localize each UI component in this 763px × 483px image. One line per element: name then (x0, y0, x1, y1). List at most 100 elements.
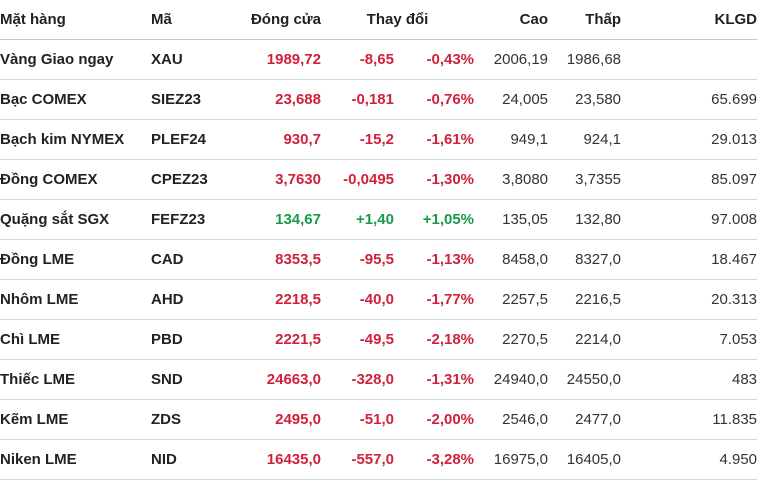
volume-cell: 20.313 (621, 279, 758, 320)
close-price-cell: 24663,0 (231, 359, 321, 400)
table-row: Đồng LME CAD 8353,5 -95,5 -1,13% 8458,0 8327,0… (0, 239, 758, 280)
volume-cell: 4.950 (621, 439, 758, 480)
change-percent-cell: -1,30% (394, 159, 475, 200)
change-value-cell: -328,0 (321, 359, 394, 400)
table-row: Chì LME PBD 2221,5 -49,5 -2,18% 2270,5 2214,0 7… (0, 319, 758, 360)
change-value-cell: +1,40 (321, 199, 394, 240)
table-header-row: Mặt hàng Mã Đóng cửa Thay đổi Cao Thấp K… (0, 0, 758, 40)
low-price-cell: 23,580 (548, 79, 622, 120)
close-price-cell: 2221,5 (231, 319, 321, 360)
commodity-name-cell: Đồng COMEX (0, 159, 151, 200)
low-price-cell: 1986,68 (548, 39, 622, 80)
table-row: Nhôm LME AHD 2218,5 -40,0 -1,77% 2257,5 2216,5… (0, 279, 758, 320)
ticker-code-cell: CPEZ23 (151, 159, 231, 200)
low-price-cell: 8327,0 (548, 239, 622, 280)
high-price-cell: 2006,19 (474, 39, 549, 80)
change-percent-cell: +1,05% (394, 199, 475, 240)
ticker-code-cell: PBD (151, 319, 231, 360)
change-percent-cell: -1,13% (394, 239, 475, 280)
close-price-cell: 2218,5 (231, 279, 321, 320)
table-row: Bạc COMEX SIEZ23 23,688 -0,181 -0,76% 24,005 2… (0, 79, 758, 120)
high-price-cell: 8458,0 (474, 239, 549, 280)
change-percent-cell: -1,31% (394, 359, 475, 400)
close-price-cell: 8353,5 (231, 239, 321, 280)
close-price-cell: 3,7630 (231, 159, 321, 200)
table-row: Thiếc LME SND 24663,0 -328,0 -1,31% 24940,0 24… (0, 359, 758, 400)
change-value-cell: -8,65 (321, 39, 394, 80)
commodity-name-cell: Nhôm LME (0, 279, 151, 320)
change-value-cell: -15,2 (321, 119, 394, 160)
low-price-cell: 132,80 (548, 199, 622, 240)
header-close: Đóng cửa (231, 0, 321, 40)
high-price-cell: 24,005 (474, 79, 549, 120)
ticker-code-cell: AHD (151, 279, 231, 320)
commodity-name-cell: Bạc COMEX (0, 79, 151, 120)
high-price-cell: 24940,0 (474, 359, 549, 400)
low-price-cell: 3,7355 (548, 159, 622, 200)
high-price-cell: 949,1 (474, 119, 549, 160)
close-price-cell: 23,688 (231, 79, 321, 120)
ticker-code-cell: SIEZ23 (151, 79, 231, 120)
change-value-cell: -557,0 (321, 439, 394, 480)
ticker-code-cell: ZDS (151, 399, 231, 440)
change-percent-cell: -2,18% (394, 319, 475, 360)
volume-cell: 97.008 (621, 199, 758, 240)
table-row: Đồng COMEX CPEZ23 3,7630 -0,0495 -1,30% 3,808… (0, 159, 758, 200)
commodity-name-cell: Chì LME (0, 319, 151, 360)
close-price-cell: 16435,0 (231, 439, 321, 480)
high-price-cell: 2257,5 (474, 279, 549, 320)
low-price-cell: 24550,0 (548, 359, 622, 400)
close-price-cell: 930,7 (231, 119, 321, 160)
ticker-code-cell: SND (151, 359, 231, 400)
volume-cell: 29.013 (621, 119, 758, 160)
high-price-cell: 2546,0 (474, 399, 549, 440)
change-percent-cell: -2,00% (394, 399, 475, 440)
volume-cell: 65.699 (621, 79, 758, 120)
table-row: Bạch kim NYMEX PLEF24 930,7 -15,2 -1,61% 949,… (0, 119, 758, 160)
ticker-code-cell: FEFZ23 (151, 199, 231, 240)
low-price-cell: 924,1 (548, 119, 622, 160)
change-value-cell: -95,5 (321, 239, 394, 280)
high-price-cell: 3,8080 (474, 159, 549, 200)
table-row: Vàng Giao ngay XAU 1989,72 -8,65 -0,43% 2006,… (0, 39, 758, 80)
ticker-code-cell: XAU (151, 39, 231, 80)
volume-cell: 483 (621, 359, 758, 400)
header-commodity: Mặt hàng (0, 0, 151, 40)
low-price-cell: 2477,0 (548, 399, 622, 440)
table-row: Quặng sắt SGX FEFZ23 134,67 +1,40 +1,05% 135,… (0, 199, 758, 240)
change-percent-cell: -0,43% (394, 39, 475, 80)
close-price-cell: 134,67 (231, 199, 321, 240)
header-low: Thấp (548, 0, 622, 40)
volume-cell: 7.053 (621, 319, 758, 360)
change-value-cell: -49,5 (321, 319, 394, 360)
change-value-cell: -51,0 (321, 399, 394, 440)
commodity-name-cell: Niken LME (0, 439, 151, 480)
commodity-name-cell: Thiếc LME (0, 359, 151, 400)
ticker-code-cell: CAD (151, 239, 231, 280)
commodity-name-cell: Bạch kim NYMEX (0, 119, 151, 160)
low-price-cell: 2216,5 (548, 279, 622, 320)
volume-cell: 18.467 (621, 239, 758, 280)
change-percent-cell: -3,28% (394, 439, 475, 480)
volume-cell (621, 39, 758, 80)
change-value-cell: -0,0495 (321, 159, 394, 200)
commodity-name-cell: Vàng Giao ngay (0, 39, 151, 80)
header-change: Thay đổi (321, 0, 475, 40)
high-price-cell: 2270,5 (474, 319, 549, 360)
commodity-name-cell: Đồng LME (0, 239, 151, 280)
table-row: Kẽm LME ZDS 2495,0 -51,0 -2,00% 2546,0 2477,0 1… (0, 399, 758, 440)
volume-cell: 85.097 (621, 159, 758, 200)
ticker-code-cell: NID (151, 439, 231, 480)
header-code: Mã (151, 0, 231, 40)
change-percent-cell: -0,76% (394, 79, 475, 120)
change-percent-cell: -1,77% (394, 279, 475, 320)
commodity-name-cell: Kẽm LME (0, 399, 151, 440)
low-price-cell: 16405,0 (548, 439, 622, 480)
low-price-cell: 2214,0 (548, 319, 622, 360)
header-volume: KLGD (621, 0, 758, 40)
change-percent-cell: -1,61% (394, 119, 475, 160)
volume-cell: 11.835 (621, 399, 758, 440)
change-value-cell: -0,181 (321, 79, 394, 120)
table-body: Vàng Giao ngay XAU 1989,72 -8,65 -0,43% 2006,… (0, 39, 758, 480)
